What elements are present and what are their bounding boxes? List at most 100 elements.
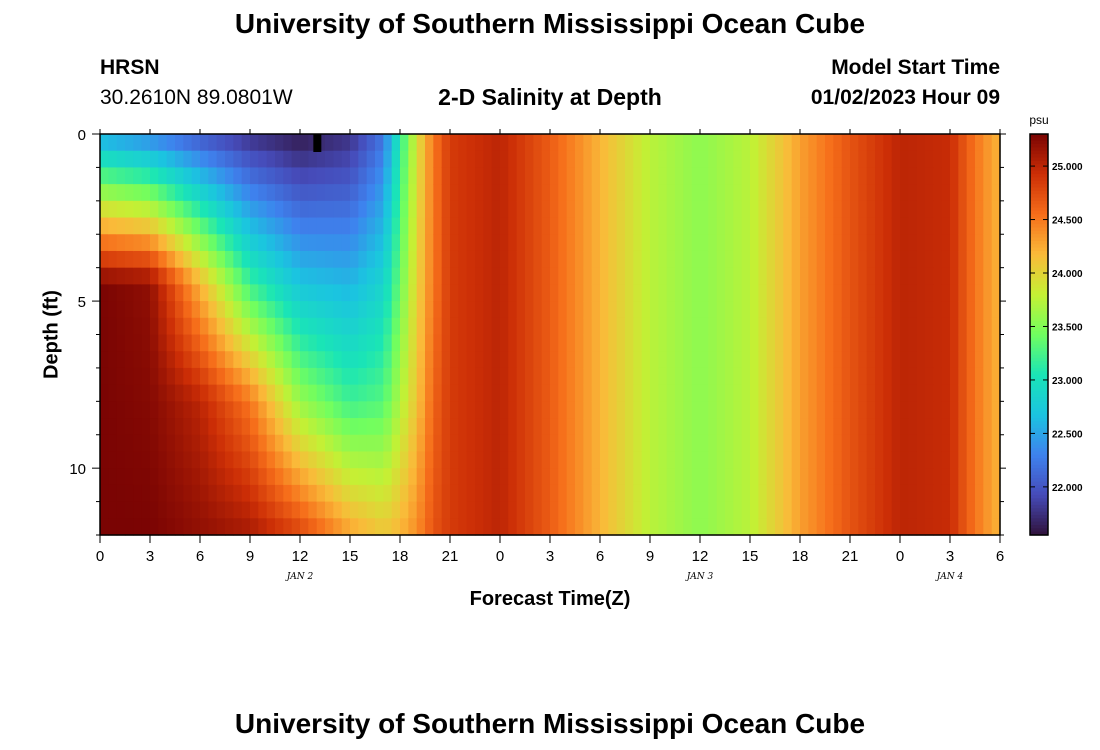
heatmap-cell xyxy=(508,451,518,469)
heatmap-cell xyxy=(325,367,334,386)
colorbar-segment xyxy=(1030,334,1048,339)
heatmap-cell xyxy=(308,301,318,319)
heatmap-cell xyxy=(408,451,418,469)
heatmap-cell xyxy=(566,418,576,436)
heatmap-cell xyxy=(125,418,134,436)
colorbar-segment xyxy=(1030,494,1048,499)
heatmap-cell xyxy=(158,317,168,336)
heatmap-cell xyxy=(750,451,759,469)
heatmap-cell xyxy=(625,451,634,469)
heatmap-cell xyxy=(816,267,826,285)
heatmap-cell xyxy=(908,234,918,252)
heatmap-cell xyxy=(566,434,576,453)
heatmap-cell xyxy=(683,284,693,302)
heatmap-cell xyxy=(733,434,743,453)
heatmap-cell xyxy=(925,401,934,419)
heatmap-cell xyxy=(950,317,959,336)
heatmap-cell xyxy=(216,301,226,319)
heatmap-cell xyxy=(241,451,251,469)
heatmap-cell xyxy=(216,451,226,469)
heatmap-cell xyxy=(658,301,668,319)
heatmap-cell xyxy=(133,184,143,202)
heatmap-cell xyxy=(133,301,143,319)
heatmap-cell xyxy=(775,200,784,219)
colorbar-segment xyxy=(1030,227,1048,232)
heatmap-cell xyxy=(841,468,851,486)
heatmap-cell xyxy=(691,234,701,252)
heatmap-cell xyxy=(416,167,426,185)
heatmap-cell xyxy=(233,167,243,185)
heatmap-cell xyxy=(275,401,284,419)
heatmap-cell xyxy=(641,418,651,436)
heatmap-cell xyxy=(991,184,1001,202)
heatmap-cell xyxy=(283,418,293,436)
heatmap-cell xyxy=(308,384,318,402)
heatmap-cell xyxy=(241,418,251,436)
heatmap-cell xyxy=(466,234,476,252)
heatmap-cell xyxy=(216,217,226,235)
heatmap-cell xyxy=(891,217,901,235)
heatmap-cell xyxy=(641,518,651,536)
colorbar-segment xyxy=(1030,434,1048,439)
heatmap-cell xyxy=(558,267,568,285)
heatmap-cell xyxy=(100,367,109,386)
heatmap-cell xyxy=(283,284,293,302)
heatmap-cell xyxy=(250,351,259,369)
heatmap-cell xyxy=(258,384,268,402)
heatmap-cell xyxy=(466,217,476,235)
heatmap-cell xyxy=(641,401,651,419)
heatmap-cell xyxy=(833,434,843,453)
heatmap-cell xyxy=(166,267,176,285)
heatmap-cell xyxy=(675,484,684,503)
heatmap-cell xyxy=(766,234,776,252)
heatmap-cell xyxy=(633,301,643,319)
heatmap-cell xyxy=(783,334,793,352)
heatmap-cell xyxy=(208,167,218,185)
heatmap-cell xyxy=(741,351,751,369)
heatmap-cell xyxy=(525,250,534,269)
x-tick-label: 3 xyxy=(946,548,954,565)
heatmap-cell xyxy=(450,150,459,169)
heatmap-cell xyxy=(566,451,576,469)
heatmap-cell xyxy=(825,167,834,185)
heatmap-cell xyxy=(591,484,601,503)
heatmap-cell xyxy=(841,451,851,469)
heatmap-cell xyxy=(875,167,884,185)
heatmap-cell xyxy=(500,150,509,169)
heatmap-cell xyxy=(500,518,509,536)
heatmap-cell xyxy=(258,234,268,252)
heatmap-cell xyxy=(866,234,876,252)
heatmap-cell xyxy=(616,200,626,219)
heatmap-cell xyxy=(908,250,918,269)
heatmap-cell xyxy=(991,468,1001,486)
heatmap-cell xyxy=(891,434,901,453)
heatmap-cell xyxy=(583,468,593,486)
heatmap-cell xyxy=(958,451,968,469)
heatmap-cell xyxy=(966,167,976,185)
heatmap-cell xyxy=(358,518,368,536)
heatmap-cell xyxy=(950,468,959,486)
heatmap-cell xyxy=(791,267,801,285)
heatmap-cell xyxy=(641,334,651,352)
heatmap-cell xyxy=(458,217,468,235)
heatmap-cell xyxy=(416,250,426,269)
colorbar-segment xyxy=(1030,217,1048,222)
heatmap-cell xyxy=(608,134,618,152)
heatmap-cell xyxy=(541,267,551,285)
heatmap-cell xyxy=(958,184,968,202)
heatmap-cell xyxy=(658,484,668,503)
heatmap-cell xyxy=(591,518,601,536)
heatmap-cell xyxy=(141,134,151,152)
heatmap-cell xyxy=(308,434,318,453)
heatmap-cell xyxy=(458,284,468,302)
model-start-value: 01/02/2023 Hour 09 xyxy=(810,86,1000,109)
heatmap-cell xyxy=(316,334,326,352)
heatmap-cell xyxy=(583,418,593,436)
heatmap-cell xyxy=(250,451,259,469)
heatmap-cell xyxy=(300,518,309,536)
heatmap-cell xyxy=(383,284,393,302)
heatmap-cell xyxy=(358,301,368,319)
heatmap-cell xyxy=(583,184,593,202)
heatmap-cell xyxy=(908,468,918,486)
heatmap-cell xyxy=(683,217,693,235)
